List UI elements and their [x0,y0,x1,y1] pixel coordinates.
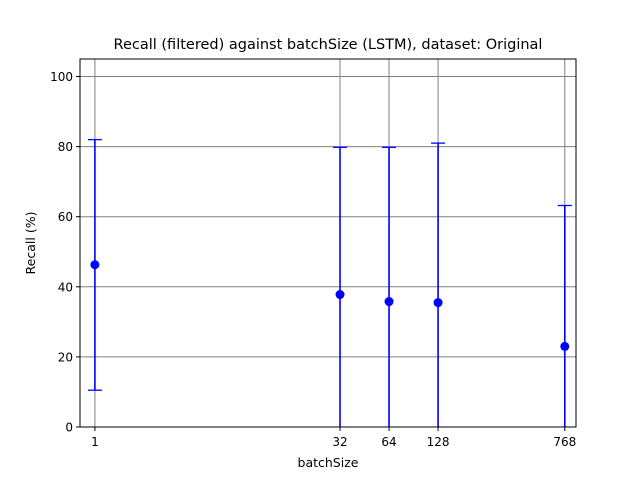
data-point [90,260,100,270]
error-bars [87,138,572,427]
data-points [90,260,570,351]
y-tick-label: 20 [58,350,73,364]
data-point [384,297,394,307]
chart-title: Recall (filtered) against batchSize (LST… [114,37,543,53]
y-tick-label: 60 [58,210,73,224]
data-point [335,290,345,300]
data-point [560,341,570,351]
y-ticks: 0 20 40 60 80 100 [50,70,80,435]
x-tick-label: 128 [427,435,450,449]
y-axis-label: Recall (%) [23,212,38,275]
y-tick-label: 0 [65,421,73,435]
x-ticks: 1 32 64 128 768 [91,427,576,449]
data-point [433,298,443,308]
x-tick-label: 64 [381,435,396,449]
y-tick-label: 80 [58,140,73,154]
y-tick-label: 100 [50,70,73,84]
x-tick-label: 32 [332,435,347,449]
plot-frame [79,58,577,428]
x-tick-label: 1 [91,435,99,449]
x-tick-label: 768 [553,435,576,449]
x-axis-label: batchSize [298,455,359,470]
y-tick-label: 40 [58,280,73,294]
